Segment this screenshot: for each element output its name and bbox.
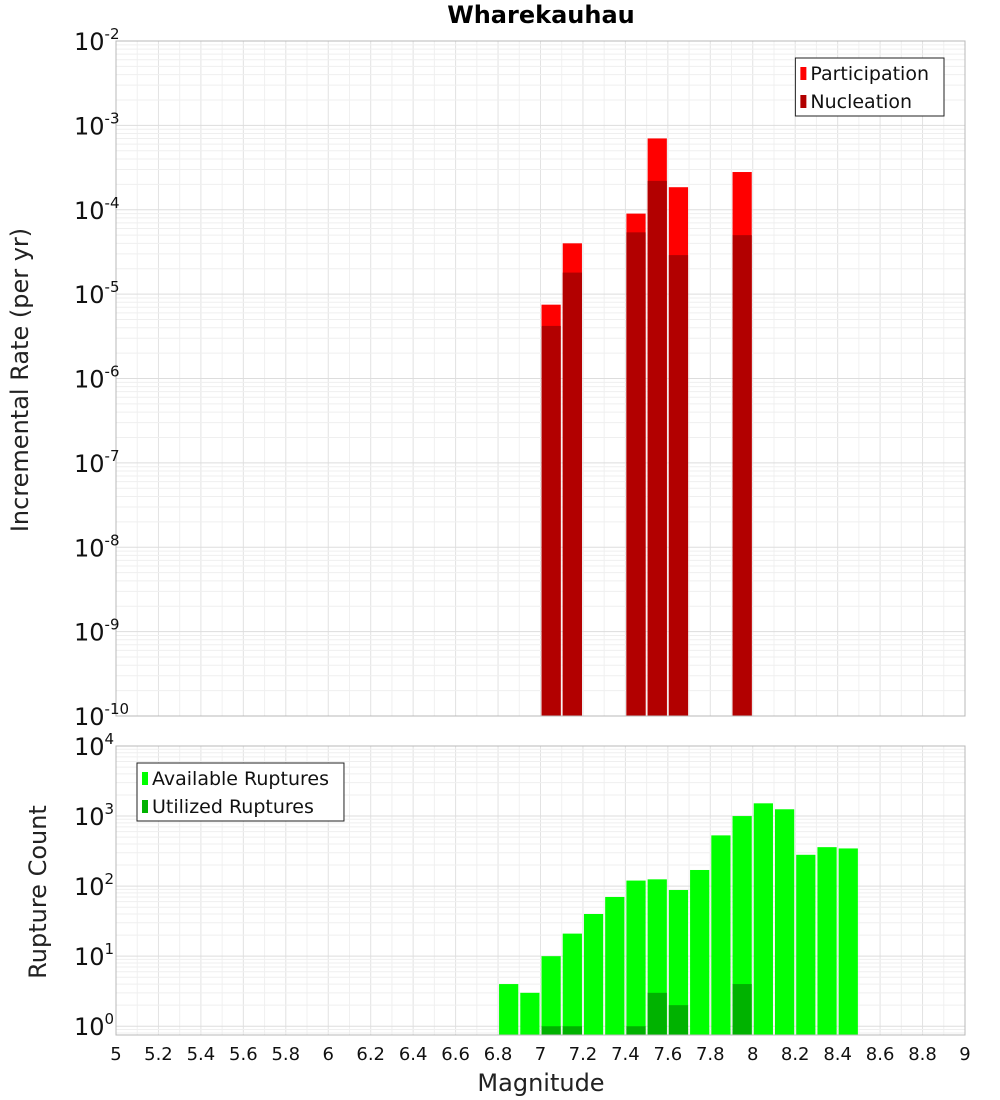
x-tick-label: 5 xyxy=(110,1044,121,1065)
y-tick-label: 10-10 xyxy=(74,700,129,731)
bar-available-ruptures xyxy=(605,896,625,1035)
x-tick-label: 6.6 xyxy=(441,1044,470,1065)
legend-box xyxy=(794,57,945,117)
legend-label: Available Ruptures xyxy=(152,768,329,790)
y-tick-label: 10-3 xyxy=(74,109,120,140)
x-tick-label: 5.6 xyxy=(229,1044,258,1065)
x-tick-label: 7.8 xyxy=(696,1044,725,1065)
x-tick-label: 7.2 xyxy=(569,1044,598,1065)
bottom-y-axis-label: Rupture Count xyxy=(24,805,52,979)
bar-utilized-ruptures xyxy=(626,1026,646,1035)
bar-nucleation xyxy=(562,272,582,716)
x-tick-label: 6.2 xyxy=(356,1044,385,1065)
legend-swatch xyxy=(142,772,148,785)
bar-utilized-ruptures xyxy=(562,1026,582,1035)
x-tick-label: 5.4 xyxy=(187,1044,216,1065)
legend-label: Participation xyxy=(810,63,929,85)
bar-nucleation xyxy=(732,235,752,716)
y-tick-label: 10-6 xyxy=(74,363,120,394)
bar-nucleation xyxy=(647,180,667,716)
bar-nucleation xyxy=(626,232,646,716)
bar-available-ruptures xyxy=(817,847,837,1035)
bar-available-ruptures xyxy=(774,809,795,1035)
legend-label: Nucleation xyxy=(810,91,912,113)
chart-title: Wharekauhau xyxy=(447,1,634,29)
bar-utilized-ruptures xyxy=(541,1026,561,1035)
bar-available-ruptures xyxy=(626,880,646,1035)
plot-frames xyxy=(115,40,966,1036)
y-tick-label: 103 xyxy=(74,800,114,831)
bar-available-ruptures xyxy=(499,984,519,1035)
x-tick-label: 9 xyxy=(959,1044,970,1065)
x-tick-label: 8.6 xyxy=(866,1044,895,1065)
x-tick-label: 5.8 xyxy=(271,1044,300,1065)
legend-swatch xyxy=(800,95,807,108)
x-tick-label: 8 xyxy=(747,1044,758,1065)
y-tick-label: 10-2 xyxy=(74,25,120,56)
legends: Participation Nucleation Available Rupture… xyxy=(136,57,945,822)
plot-frame xyxy=(115,40,966,717)
bar-available-ruptures xyxy=(668,890,689,1035)
bar-utilized-ruptures xyxy=(647,992,667,1035)
bar-available-ruptures xyxy=(711,835,731,1035)
y-tick-label: 102 xyxy=(74,870,114,901)
tick-labels: 10-10 10-9 10-8 10-7 10-6 10-5 10-4 10-3 10-2 100… xyxy=(74,25,971,1065)
x-tick-label: 8.2 xyxy=(781,1044,810,1065)
x-tick-label: 7.6 xyxy=(654,1044,683,1065)
bar-available-ruptures xyxy=(838,848,858,1035)
bar-available-ruptures xyxy=(520,992,540,1035)
x-tick-label: 7 xyxy=(535,1044,546,1065)
bar-available-ruptures xyxy=(796,854,816,1035)
bar-nucleation xyxy=(668,255,689,716)
bar-available-ruptures xyxy=(562,933,582,1035)
y-tick-label: 10-9 xyxy=(74,616,120,647)
bar-available-ruptures xyxy=(753,803,773,1035)
y-tick-label: 10-7 xyxy=(74,447,120,478)
y-tick-label: 10-5 xyxy=(74,278,120,309)
top-y-axis-label: Incremental Rate (per yr) xyxy=(6,228,34,532)
bar-available-ruptures xyxy=(541,956,561,1035)
legend-label: Utilized Ruptures xyxy=(152,796,314,818)
x-axis-label: Magnitude xyxy=(477,1069,604,1097)
bar-available-ruptures xyxy=(690,869,710,1035)
x-tick-label: 6.8 xyxy=(484,1044,513,1065)
bar-utilized-ruptures xyxy=(668,1005,689,1035)
y-tick-label: 10-8 xyxy=(74,531,120,562)
y-tick-label: 101 xyxy=(74,940,114,971)
y-tick-label: 104 xyxy=(74,730,114,761)
y-tick-label: 100 xyxy=(74,1010,114,1041)
x-tick-label: 5.2 xyxy=(144,1044,173,1065)
plot-frame xyxy=(115,745,966,1036)
bar-nucleation xyxy=(541,325,561,716)
bar-available-ruptures xyxy=(583,914,604,1035)
x-tick-label: 6.4 xyxy=(399,1044,428,1065)
legend-box xyxy=(136,762,345,822)
bars xyxy=(499,138,858,1035)
x-tick-label: 8.4 xyxy=(823,1044,852,1065)
grid xyxy=(115,40,966,1035)
bar-available-ruptures xyxy=(732,816,752,1035)
y-tick-label: 10-4 xyxy=(74,194,120,225)
x-tick-label: 7.4 xyxy=(611,1044,640,1065)
legend-swatch xyxy=(142,800,148,813)
x-tick-label: 6 xyxy=(323,1044,334,1065)
x-tick-label: 8.8 xyxy=(908,1044,937,1065)
bar-utilized-ruptures xyxy=(732,984,752,1035)
legend-swatch xyxy=(800,67,807,80)
